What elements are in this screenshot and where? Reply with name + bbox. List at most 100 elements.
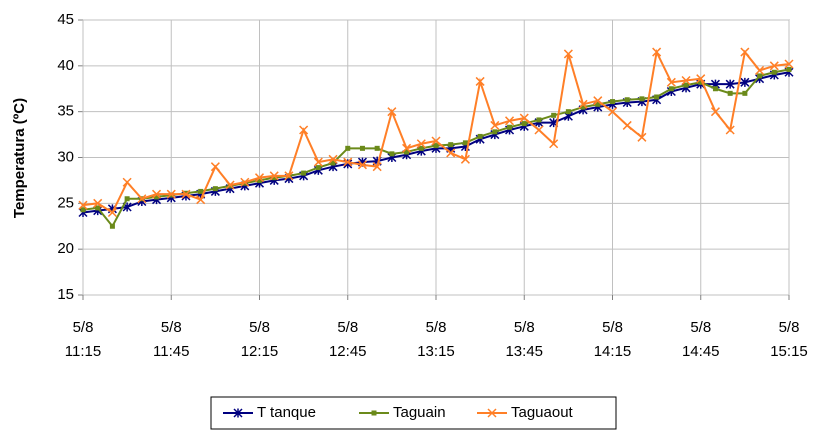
x-tick-label-line: 13:45 — [505, 343, 543, 360]
data-point — [551, 112, 557, 118]
marker-shape — [313, 157, 323, 167]
data-point — [313, 157, 323, 167]
data-point — [462, 140, 468, 146]
y-tick-label: 30 — [57, 148, 74, 165]
marker-shape — [534, 125, 544, 135]
data-point — [357, 160, 367, 170]
marker-shape — [78, 200, 88, 210]
data-point — [769, 61, 779, 71]
marker-shape — [210, 162, 220, 172]
marker-shape — [725, 79, 735, 89]
data-point — [198, 188, 204, 194]
data-point — [109, 223, 115, 229]
marker-shape — [639, 96, 645, 102]
marker-shape — [771, 69, 777, 75]
data-point — [301, 170, 307, 176]
marker-shape — [80, 207, 86, 213]
data-point — [639, 96, 645, 102]
marker-shape — [712, 86, 718, 92]
data-point — [374, 145, 380, 151]
data-point — [196, 195, 206, 205]
legend-marker — [233, 408, 243, 418]
marker-shape — [536, 117, 542, 123]
marker-shape — [683, 82, 689, 88]
x-tick-label-line: 11:15 — [65, 343, 101, 360]
data-point — [446, 148, 456, 158]
marker-shape — [107, 207, 117, 218]
marker-shape — [240, 177, 250, 187]
data-point — [210, 162, 220, 172]
marker-shape — [475, 76, 485, 86]
marker-shape — [315, 165, 321, 171]
y-axis-title: Temperatura (ºC) — [11, 98, 28, 218]
x-tick-label-line: 12:45 — [329, 343, 367, 360]
data-point — [536, 117, 542, 123]
marker-shape — [477, 133, 483, 139]
data-point — [490, 120, 500, 130]
marker-shape — [166, 189, 176, 199]
marker-shape — [462, 140, 468, 146]
marker-shape — [681, 75, 691, 86]
data-point — [725, 125, 735, 135]
data-point — [402, 143, 412, 153]
marker-shape — [271, 175, 277, 181]
data-point — [624, 97, 630, 103]
data-point — [257, 177, 262, 183]
data-point — [269, 171, 279, 181]
marker-shape — [786, 67, 792, 72]
data-point — [668, 86, 674, 92]
data-point — [107, 207, 117, 218]
data-point — [181, 189, 191, 199]
marker-shape — [137, 194, 147, 204]
data-point — [254, 173, 265, 183]
data-point — [681, 75, 691, 86]
data-point — [404, 149, 410, 155]
marker-shape — [551, 112, 557, 118]
marker-shape — [95, 205, 101, 211]
data-point — [137, 194, 147, 204]
marker-shape — [196, 195, 206, 205]
y-tick-label: 40 — [57, 57, 74, 74]
x-tick-label: 5/8 11:15 — [65, 319, 101, 360]
marker-shape — [269, 171, 279, 181]
data-point — [492, 129, 498, 135]
marker-shape — [460, 154, 470, 164]
marker-shape — [784, 59, 794, 69]
marker-shape — [257, 177, 262, 183]
data-point — [610, 99, 615, 105]
marker-shape — [521, 121, 527, 127]
marker-shape — [740, 77, 750, 87]
marker-shape — [622, 120, 632, 130]
data-point — [740, 47, 750, 57]
marker-shape — [607, 107, 618, 117]
marker-shape — [696, 74, 706, 84]
marker-shape — [152, 189, 162, 199]
marker-shape — [652, 47, 662, 57]
x-tick-label-line: 5/8 — [73, 319, 94, 336]
x-tick-label-line: 14:15 — [594, 343, 632, 360]
data-point — [519, 113, 529, 123]
data-point — [580, 104, 586, 110]
marker-shape — [389, 151, 395, 157]
marker-shape — [740, 47, 750, 57]
data-point — [563, 49, 573, 59]
x-tick-label-line: 12:15 — [241, 343, 279, 360]
marker-shape — [225, 180, 235, 190]
data-point — [578, 99, 588, 109]
marker-shape — [505, 116, 515, 126]
data-point — [666, 77, 676, 87]
data-point — [93, 198, 103, 208]
x-tick-label-line: 5/8 — [602, 319, 623, 336]
marker-shape — [710, 107, 720, 117]
marker-shape — [624, 97, 630, 103]
marker-shape — [404, 149, 410, 155]
data-point — [416, 139, 426, 149]
marker-shape — [154, 194, 160, 200]
marker-shape — [698, 79, 704, 85]
legend-label: Taguain — [393, 404, 446, 421]
data-point — [534, 125, 544, 135]
marker-shape — [610, 99, 615, 105]
marker-shape — [549, 139, 559, 149]
data-point — [389, 151, 395, 157]
data-point — [475, 76, 485, 86]
